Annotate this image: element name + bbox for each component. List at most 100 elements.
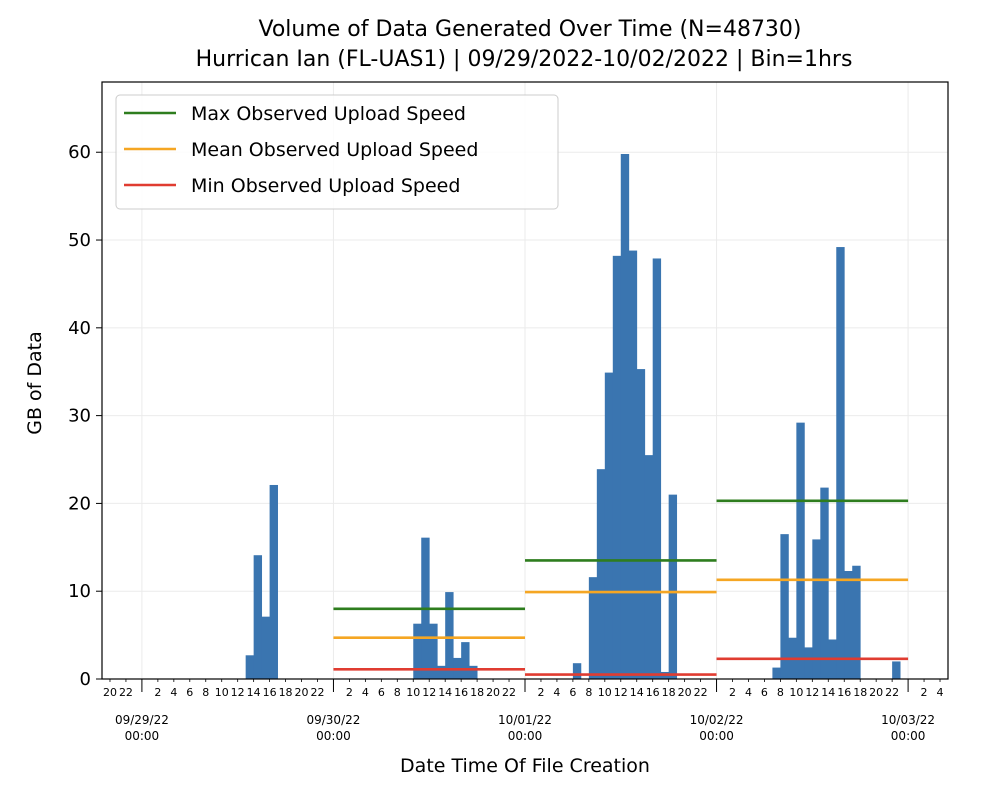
histogram-bar: [572, 663, 582, 679]
histogram-bar: [620, 153, 630, 679]
hour-tick-label: 16: [837, 686, 851, 699]
histogram-bar: [892, 661, 901, 679]
histogram-bar: [612, 255, 622, 680]
hour-tick-label: 20: [295, 686, 309, 699]
hour-tick-label: 16: [263, 686, 277, 699]
histogram-bar: [844, 571, 853, 679]
histogram-bar: [461, 642, 470, 679]
hour-tick-label: 22: [502, 686, 516, 699]
histogram-bar: [796, 422, 805, 679]
histogram-bar: [269, 484, 278, 679]
hour-tick-label: 22: [694, 686, 708, 699]
hour-tick-label: 18: [662, 686, 676, 699]
hour-tick-label: 2: [729, 686, 736, 699]
hour-tick-label: 10: [789, 686, 803, 699]
histogram-bar: [668, 494, 678, 679]
day-tick-date: 10/01/22: [498, 713, 552, 727]
hour-tick-label: 22: [119, 686, 133, 699]
hour-tick-label: 4: [937, 686, 944, 699]
hour-tick-label: 20: [678, 686, 692, 699]
histogram-bar: [652, 258, 662, 679]
hour-tick-label: 20: [103, 686, 117, 699]
hour-tick-label: 8: [394, 686, 401, 699]
x-axis-label: Date Time Of File Creation: [400, 755, 650, 777]
hour-tick-label: 6: [378, 686, 385, 699]
upload-speed-lines: [333, 499, 909, 676]
histogram-bar: [852, 565, 861, 679]
histogram-bar: [604, 372, 614, 679]
histogram-bar: [245, 655, 255, 679]
day-tick-time: 00:00: [508, 729, 543, 743]
hour-tick-label: 16: [454, 686, 468, 699]
histogram-bar: [772, 667, 781, 679]
legend-label: Max Observed Upload Speed: [191, 103, 466, 125]
hour-tick-label: 8: [585, 686, 592, 699]
hour-tick-label: 16: [646, 686, 660, 699]
hour-tick-label: 12: [231, 686, 245, 699]
y-tick-label: 60: [68, 142, 91, 163]
hour-tick-label: 20: [869, 686, 883, 699]
hour-tick-label: 18: [279, 686, 293, 699]
y-tick-label: 20: [68, 493, 91, 514]
histogram-bar: [644, 455, 654, 679]
hour-tick-label: 10: [598, 686, 612, 699]
day-tick-date: 10/02/22: [690, 713, 744, 727]
y-tick-label: 40: [68, 318, 91, 339]
legend-label: Mean Observed Upload Speed: [191, 139, 478, 161]
histogram-bar: [812, 539, 821, 679]
y-tick-label: 50: [68, 230, 91, 251]
histogram-bar: [469, 665, 478, 679]
bars: [245, 153, 901, 680]
hour-tick-label: 4: [553, 686, 560, 699]
y-tick-label: 0: [80, 669, 91, 690]
histogram-bar: [261, 616, 271, 679]
legend-label: Min Observed Upload Speed: [191, 175, 460, 197]
hour-tick-label: 10: [406, 686, 420, 699]
histogram-bar: [628, 250, 638, 680]
hour-tick-label: 6: [761, 686, 768, 699]
histogram-bar: [253, 555, 263, 679]
y-axis: 0 10 20 30 40 50 60: [68, 142, 102, 690]
hour-tick-label: 2: [921, 686, 928, 699]
histogram-bar: [836, 247, 845, 679]
histogram-bar: [820, 487, 829, 679]
histogram-bar: [429, 623, 438, 679]
day-tick-time: 00:00: [316, 729, 351, 743]
chart-title: Volume of Data Generated Over Time (N=48…: [258, 17, 801, 42]
hour-tick-label: 2: [346, 686, 353, 699]
hour-tick-label: 2: [537, 686, 544, 699]
hour-tick-label: 14: [438, 686, 452, 699]
hour-tick-label: 4: [362, 686, 369, 699]
histogram-bar: [804, 647, 813, 679]
hour-tick-label: 14: [630, 686, 644, 699]
histogram-bar: [780, 534, 789, 679]
hour-tick-label: 18: [853, 686, 867, 699]
y-tick-label: 30: [68, 406, 91, 427]
day-tick-time: 00:00: [891, 729, 926, 743]
day-tick-date: 09/30/22: [306, 713, 360, 727]
histogram-bar: [437, 665, 446, 679]
hour-tick-label: 4: [745, 686, 752, 699]
hour-tick-label: 6: [186, 686, 193, 699]
hour-tick-label: 18: [470, 686, 484, 699]
y-tick-label: 10: [68, 581, 91, 602]
histogram-bar: [413, 623, 422, 679]
legend-box: [115, 94, 559, 210]
hour-tick-label: 12: [422, 686, 436, 699]
histogram-bar: [596, 469, 606, 679]
hour-tick-label: 6: [569, 686, 576, 699]
day-tick-time: 00:00: [125, 729, 160, 743]
y-axis-label: GB of Data: [24, 331, 46, 435]
day-tick-date: 09/29/22: [115, 713, 169, 727]
chart-subtitle: Hurrican Ian (FL-UAS1) | 09/29/2022-10/0…: [196, 47, 853, 72]
hour-tick-label: 14: [247, 686, 261, 699]
hour-tick-label: 22: [310, 686, 324, 699]
day-tick-time: 00:00: [699, 729, 734, 743]
hour-tick-label: 8: [202, 686, 209, 699]
hour-tick-label: 2: [154, 686, 161, 699]
hour-tick-label: 22: [885, 686, 899, 699]
legend: Max Observed Upload Speed Mean Observed U…: [115, 94, 559, 210]
hour-tick-label: 12: [805, 686, 819, 699]
hour-tick-label: 12: [614, 686, 628, 699]
